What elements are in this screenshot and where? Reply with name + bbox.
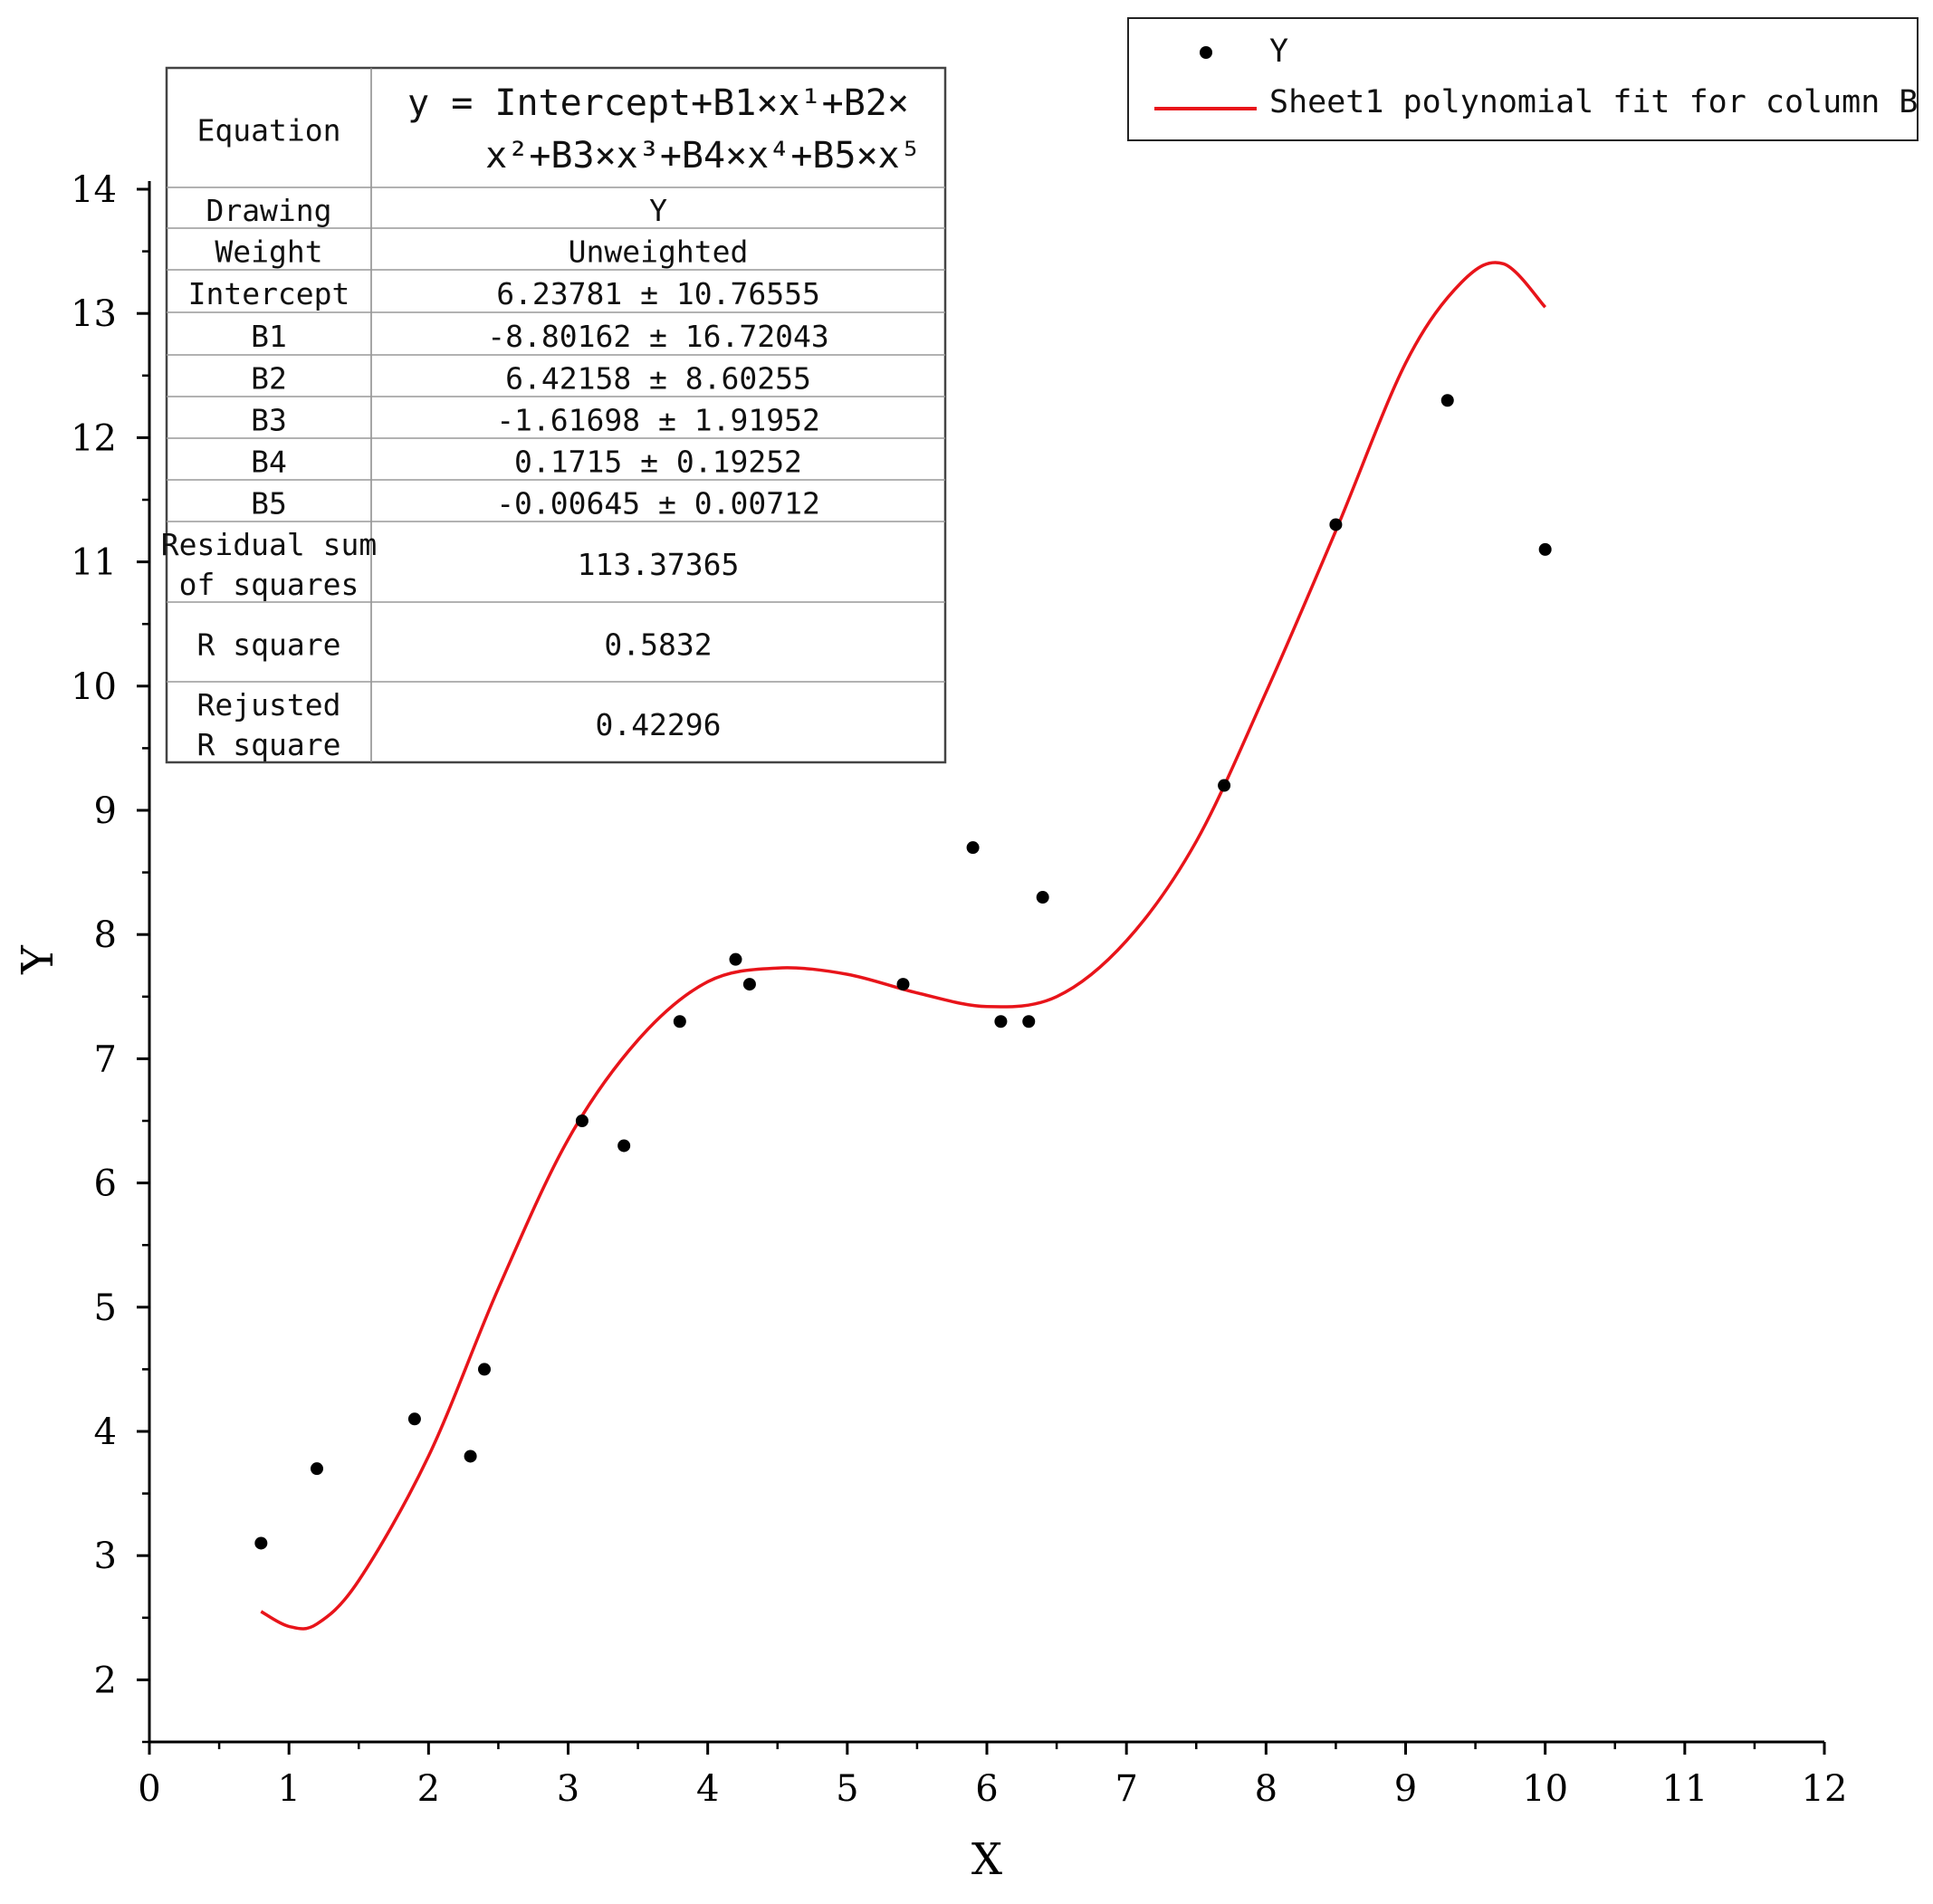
fit-table-value: Unweighted: [569, 234, 749, 270]
y-tick-label: 6: [94, 1163, 117, 1205]
data-point: [1538, 542, 1552, 556]
y-tick-label: 9: [94, 790, 117, 832]
fit-table-value: -8.80162 ± 16.72043: [487, 319, 829, 354]
x-tick-label: 10: [1522, 1768, 1568, 1810]
y-tick-label: 3: [94, 1536, 117, 1577]
data-point: [966, 841, 980, 855]
data-point: [729, 952, 742, 966]
fit-table-label: Drawing: [206, 193, 331, 228]
legend: Y Sheet1 polynomial fit for column B: [1127, 17, 1919, 141]
fit-table-label: Weight: [215, 234, 322, 270]
plot-area: [254, 261, 1552, 1631]
legend-box: [1127, 17, 1919, 141]
x-tick-label: 9: [1394, 1768, 1417, 1810]
fit-table-label: Residual sum: [161, 527, 377, 562]
fit-table: Equation y = Intercept+B1×x¹+B2× x²+B3×x³+…: [161, 66, 947, 764]
y-tick-label: 4: [94, 1411, 117, 1453]
x-axis-title: X: [971, 1834, 1002, 1885]
x-tick-label: 2: [417, 1768, 440, 1810]
x-tick-label: 6: [975, 1768, 998, 1810]
y-tick-label: 10: [71, 666, 117, 708]
data-point: [311, 1462, 323, 1476]
y-tick-label: 8: [94, 914, 117, 956]
x-tick-label: 0: [138, 1768, 160, 1810]
data-point: [478, 1363, 491, 1376]
data-point: [1329, 518, 1343, 531]
y-axis-title: Y: [13, 944, 63, 975]
fit-table-value: -0.00645 ± 0.00712: [496, 486, 820, 521]
y-tick-label: 12: [71, 417, 117, 459]
fit-table-label: B5: [251, 486, 287, 521]
data-point: [673, 1015, 686, 1029]
x-tick-label: 8: [1255, 1768, 1278, 1810]
fit-table-value: 6.42158 ± 8.60255: [505, 361, 811, 397]
data-point: [1440, 394, 1454, 407]
y-tick-label: 13: [71, 293, 117, 335]
scatter-points: [254, 394, 1552, 1550]
x-tick-label: 12: [1802, 1768, 1848, 1810]
fit-table-label: R square: [197, 727, 341, 762]
fit-table-value: 113.37365: [578, 547, 740, 582]
data-point: [742, 978, 756, 991]
fit-table-label: B3: [251, 403, 287, 438]
y-tick-label: 5: [94, 1287, 117, 1329]
fit-table-value: 0.1715 ± 0.19252: [514, 445, 802, 480]
data-point: [254, 1536, 268, 1550]
data-point: [896, 978, 910, 991]
legend-label-scatter: Y: [1269, 33, 1288, 70]
data-point: [1022, 1015, 1036, 1029]
data-point: [1036, 891, 1049, 904]
fit-table-label: B1: [251, 319, 287, 354]
y-tick-label: 7: [94, 1038, 117, 1080]
fit-table-label: Equation: [197, 113, 341, 148]
fit-table-label: R square: [197, 627, 341, 663]
fit-table-value: 0.42296: [595, 707, 721, 742]
fit-table-value: -1.61698 ± 1.91952: [496, 403, 820, 438]
fit-table-grid: [167, 68, 945, 762]
data-point: [407, 1412, 421, 1426]
fit-table-value: 6.23781 ± 10.76555: [496, 276, 820, 311]
x-tick-label: 4: [696, 1768, 719, 1810]
data-point: [617, 1139, 631, 1153]
fit-table-label: Intercept: [188, 276, 350, 311]
fit-line: [260, 261, 1547, 1631]
y-tick-label: 11: [71, 542, 117, 584]
x-tick-label: 11: [1661, 1768, 1708, 1810]
fit-table-text: Equation y = Intercept+B1×x¹+B2× x²+B3×x³+…: [161, 82, 922, 762]
x-tick-label: 7: [1115, 1768, 1137, 1810]
data-point: [994, 1015, 1008, 1029]
fit-table-label: Rejusted: [197, 687, 341, 722]
y-tick-label: 14: [71, 169, 117, 211]
x-tick-label: 3: [557, 1768, 579, 1810]
x-ticks: 0 1 2 3 4 5 6 7 8 9 10 11 12: [138, 1742, 1847, 1810]
fit-table-value: Y: [649, 193, 667, 228]
fit-table-label: B4: [251, 445, 287, 480]
fit-table-border: [165, 66, 947, 764]
fit-table-label: of squares: [179, 567, 359, 602]
y-tick-label: 2: [94, 1660, 117, 1701]
fit-table-equation: x²+B3×x³+B4×x⁴+B5×x⁵: [485, 135, 922, 177]
legend-label-fit: Sheet1 polynomial fit for column B: [1269, 84, 1918, 120]
fit-table-equation: y = Intercept+B1×x¹+B2×: [407, 82, 909, 124]
fit-table-value: 0.5832: [604, 627, 712, 663]
data-point: [575, 1115, 589, 1127]
fit-table-label: B2: [251, 361, 287, 397]
x-tick-label: 1: [277, 1768, 300, 1810]
y-ticks: 2 3 4 5 6 7 8 9 10 11 12 13 14: [71, 169, 149, 1744]
legend-scatter-marker: [1200, 46, 1212, 59]
data-point: [1218, 779, 1231, 792]
x-tick-label: 5: [836, 1768, 858, 1810]
data-point: [464, 1450, 477, 1463]
